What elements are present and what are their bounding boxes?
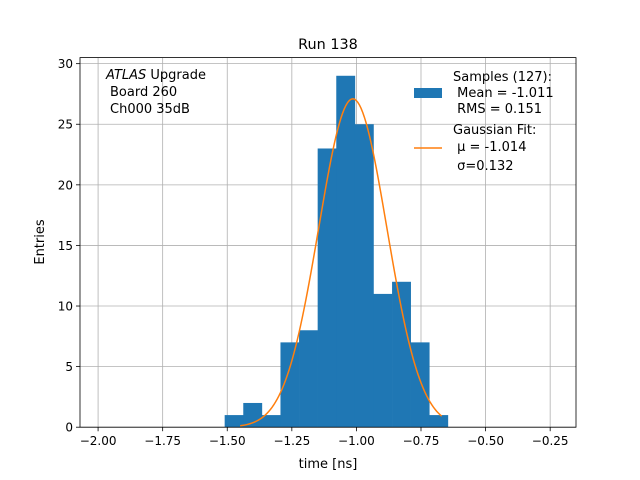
annotation-text: ATLAS Upgrade Board 260 Ch000 35dB xyxy=(105,68,206,117)
legend-hist-line-2: Mean = -1.011 xyxy=(453,86,554,101)
x-tick-label: −2.00 xyxy=(80,434,117,448)
x-tick-label: −0.75 xyxy=(403,434,440,448)
x-tick-label: −1.00 xyxy=(338,434,375,448)
x-tick-label: −0.25 xyxy=(532,434,569,448)
y-tick-label: 5 xyxy=(65,360,73,374)
histogram-bar xyxy=(410,342,430,428)
x-axis-label: time [ns] xyxy=(299,457,358,472)
annotation-atlas: ATLAS xyxy=(105,68,146,83)
histogram-bars xyxy=(224,75,449,428)
x-tick-label: −1.25 xyxy=(273,434,310,448)
plot-frame xyxy=(79,57,577,428)
histogram-bar xyxy=(429,415,449,428)
y-tick-label: 25 xyxy=(58,118,73,132)
legend-fit-line-3: σ=0.132 xyxy=(453,159,513,174)
annotation-line-2: Board 260 xyxy=(110,85,177,100)
y-tick-label: 15 xyxy=(58,239,73,253)
y-tick-label: 0 xyxy=(65,421,73,435)
x-tick-label: −0.50 xyxy=(467,434,504,448)
histogram-bar xyxy=(373,293,393,428)
y-axis-ticks: 0 5 10 15 20 25 30 xyxy=(58,57,80,435)
histogram-bar xyxy=(354,124,374,428)
chart-title: Run 138 xyxy=(298,37,358,53)
histogram-bar xyxy=(261,415,281,428)
y-tick-label: 30 xyxy=(58,57,73,71)
y-axis-label: Entries xyxy=(33,219,48,265)
annotation-line-1: ATLAS Upgrade xyxy=(105,68,206,83)
x-tick-label: −1.75 xyxy=(144,434,181,448)
histogram-bar xyxy=(280,342,300,428)
histogram-bar xyxy=(299,330,318,428)
gaussian-fit-line xyxy=(240,98,443,427)
histogram-bar xyxy=(336,75,356,428)
legend: Samples (127): Mean = -1.011 RMS = 0.151… xyxy=(414,70,554,174)
histogram-bar xyxy=(392,281,411,428)
histogram-bar xyxy=(317,148,337,428)
legend-hist-line-3: RMS = 0.151 xyxy=(453,102,542,117)
legend-hist-line-1: Samples (127): xyxy=(453,70,552,85)
y-tick-label: 20 xyxy=(58,178,73,192)
x-axis-ticks: −2.00 −1.75 −1.50 −1.25 −1.00 −0.75 −0.50 −0.25 xyxy=(80,427,569,448)
y-tick-label: 10 xyxy=(58,300,73,314)
histogram-bar xyxy=(224,415,244,428)
x-tick-label: −1.50 xyxy=(209,434,246,448)
legend-fit-line-2: μ = -1.014 xyxy=(453,140,526,155)
annotation-upgrade: Upgrade xyxy=(146,68,206,83)
annotation-line-3: Ch000 35dB xyxy=(110,102,190,117)
legend-fit-line-1: Gaussian Fit: xyxy=(453,123,536,138)
legend-hist-swatch xyxy=(414,88,442,98)
